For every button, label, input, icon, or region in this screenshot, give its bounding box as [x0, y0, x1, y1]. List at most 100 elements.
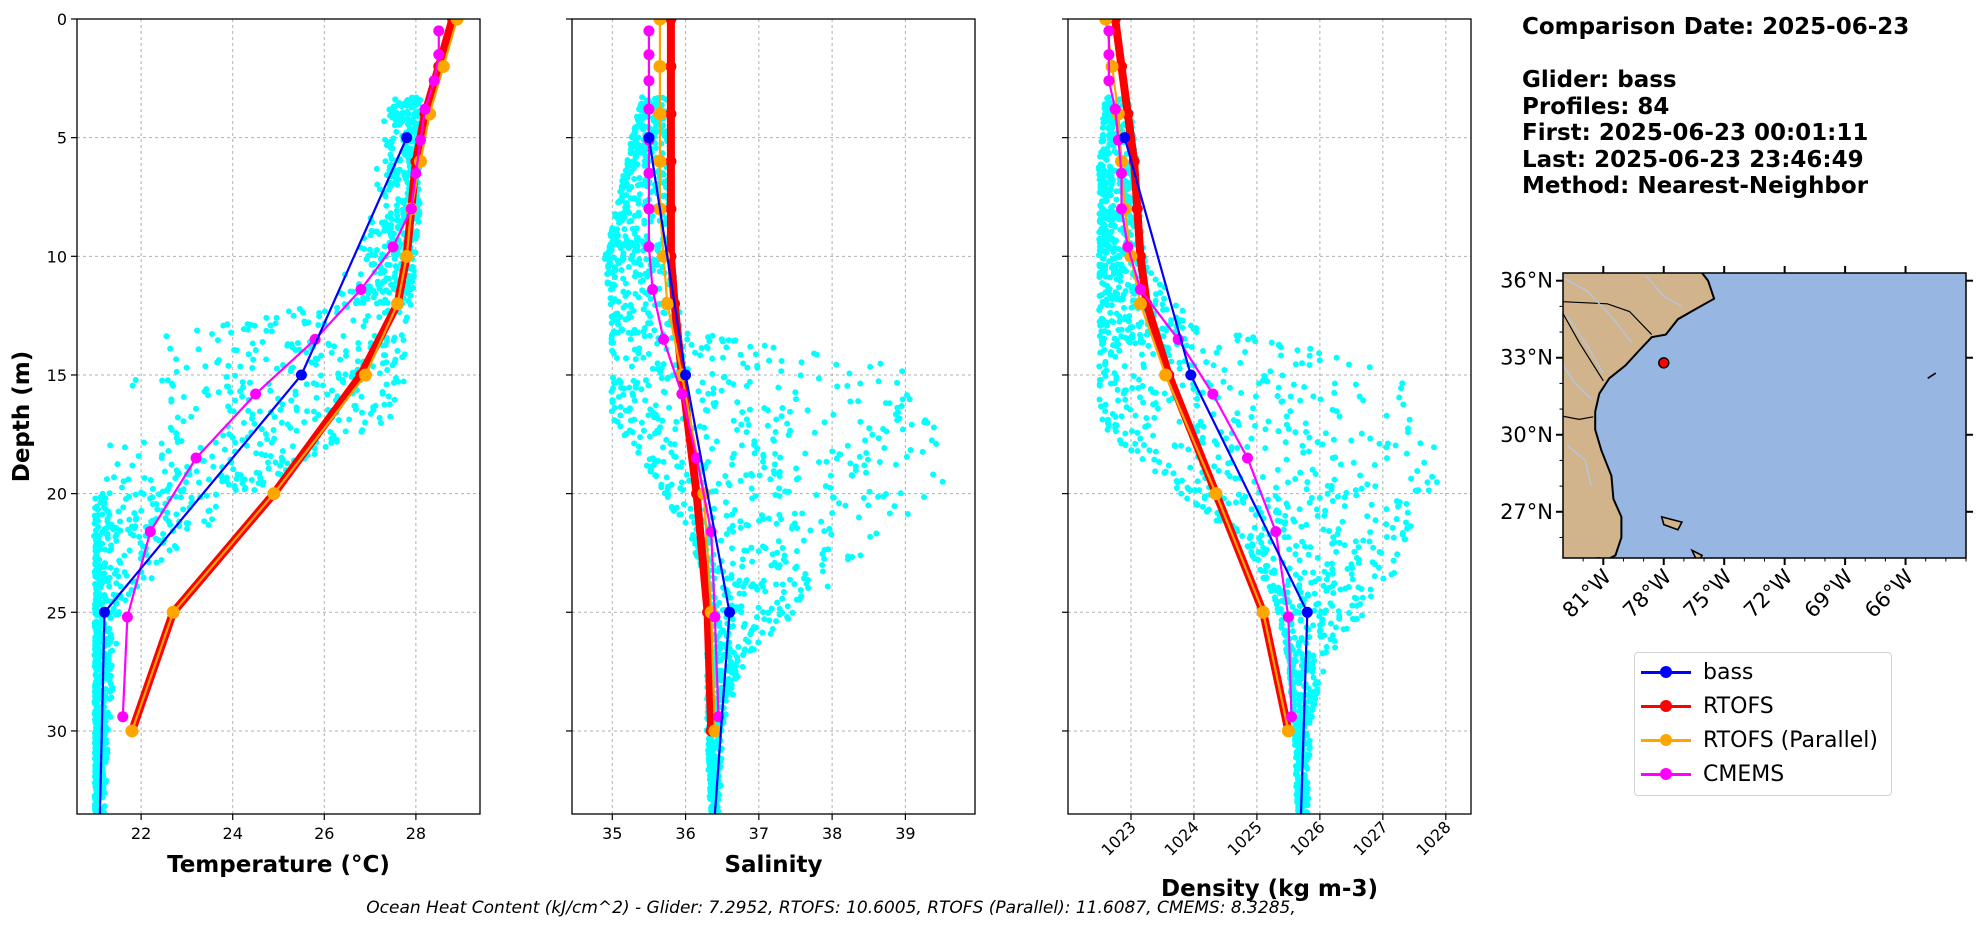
scatter-point: [886, 400, 893, 407]
scatter-point: [92, 774, 99, 781]
scatter-point: [1322, 649, 1329, 656]
legend-swatch: [1641, 655, 1691, 689]
scatter-point: [242, 484, 249, 491]
scatter-point: [608, 408, 615, 415]
scatter-point: [1279, 398, 1286, 405]
scatter-point: [732, 337, 739, 344]
scatter-point: [754, 364, 761, 371]
scatter-point: [188, 413, 195, 420]
scatter-point: [654, 246, 661, 253]
scatter-point: [1316, 357, 1323, 364]
scatter-point: [893, 379, 900, 386]
scatter-point: [163, 333, 170, 340]
scatter-point: [118, 484, 125, 491]
scatter-point: [629, 225, 636, 232]
scatter-point: [1329, 566, 1336, 573]
scatter-point: [1194, 402, 1201, 409]
scatter-point: [608, 335, 615, 342]
scatter-point: [263, 356, 270, 363]
scatter-point: [1351, 548, 1358, 555]
scatter-point: [225, 362, 232, 369]
scatter-point: [829, 494, 836, 501]
scatter-point: [202, 363, 209, 370]
scatter-point: [1105, 125, 1112, 132]
scatter-point: [115, 611, 122, 618]
scatter-point: [93, 786, 100, 793]
scatter-point: [1153, 291, 1160, 298]
scatter-point: [1421, 459, 1428, 466]
scatter-point: [640, 142, 647, 149]
scatter-point: [272, 320, 279, 327]
scatter-point: [717, 676, 724, 683]
scatter-point: [1268, 339, 1275, 346]
scatter-point: [821, 555, 828, 562]
series-point: [643, 241, 655, 253]
scatter-point: [703, 433, 710, 440]
scatter-point: [288, 365, 295, 372]
scatter-point: [1316, 494, 1323, 501]
scatter-point: [1256, 535, 1263, 542]
scatter-point: [737, 524, 744, 531]
scatter-point: [263, 327, 270, 334]
scatter-point: [1330, 534, 1337, 541]
scatter-point: [611, 264, 618, 271]
scatter-point: [601, 255, 608, 262]
scatter-point: [821, 419, 828, 426]
scatter-point: [787, 427, 794, 434]
scatter-point: [1099, 220, 1106, 227]
scatter-point: [227, 388, 234, 395]
scatter-point: [403, 115, 410, 122]
axes-frame: [571, 18, 976, 815]
scatter-point: [765, 515, 772, 522]
scatter-point: [829, 448, 836, 455]
scatter-point: [1359, 612, 1366, 619]
scatter-point: [785, 615, 792, 622]
scatter-point: [928, 437, 935, 444]
series-point: [433, 49, 445, 61]
scatter-point: [1115, 284, 1122, 291]
scatter-point: [354, 358, 361, 365]
scatter-point: [218, 473, 225, 480]
scatter-point: [742, 636, 749, 643]
scatter-point: [1099, 341, 1106, 348]
scatter-point: [772, 428, 779, 435]
scatter-point: [710, 400, 717, 407]
scatter-point: [1360, 397, 1367, 404]
scatter-point: [794, 525, 801, 532]
scatter-point: [268, 439, 275, 446]
scatter-point: [110, 474, 117, 481]
scatter-point: [636, 191, 643, 198]
scatter-point: [103, 577, 110, 584]
scatter-point: [121, 552, 128, 559]
glider-location-marker: [1658, 357, 1670, 369]
scatter-point: [728, 545, 735, 552]
scatter-point: [96, 654, 103, 661]
scatter-point: [237, 388, 244, 395]
scatter-point: [1108, 204, 1115, 211]
scatter-point: [252, 347, 259, 354]
scatter-point: [615, 321, 622, 328]
scatter-point: [1102, 300, 1109, 307]
scatter-point: [108, 542, 115, 549]
scatter-point: [625, 244, 632, 251]
scatter-point: [1283, 421, 1290, 428]
scatter-point: [120, 478, 127, 485]
scatter-point: [1375, 564, 1382, 571]
scatter-point: [745, 421, 752, 428]
scatter-point: [393, 207, 400, 214]
scatter-point: [627, 195, 634, 202]
scatter-point: [382, 136, 389, 143]
scatter-point: [113, 537, 120, 544]
state-border: [1563, 415, 1594, 421]
scatter-point: [268, 328, 275, 335]
scatter-point: [415, 210, 422, 217]
x-axis-label: Density (kg m-3): [1161, 876, 1378, 902]
y-axis-label: Depth (m): [9, 351, 35, 483]
scatter-point: [625, 329, 632, 336]
scatter-point: [686, 477, 693, 484]
scatter-point: [652, 145, 659, 152]
scatter-point: [180, 506, 187, 513]
scatter-point: [278, 419, 285, 426]
scatter-point: [1370, 544, 1377, 551]
scatter-point: [713, 438, 720, 445]
